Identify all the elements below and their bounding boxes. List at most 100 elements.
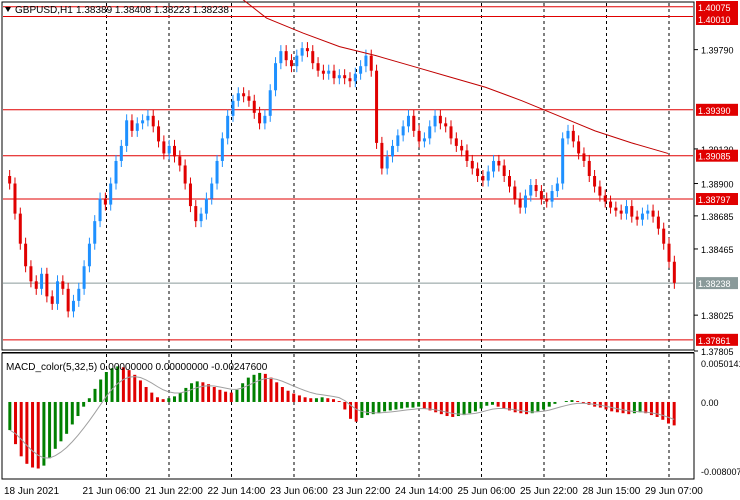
price-tick-label: 1.38685 xyxy=(701,212,734,222)
bear-candle xyxy=(66,288,70,312)
bull-candle xyxy=(98,198,102,222)
bear-candle xyxy=(630,206,634,217)
bull-candle xyxy=(71,300,75,312)
bull-candle xyxy=(146,115,150,121)
bear-candle xyxy=(662,228,666,244)
horizontal-levels xyxy=(3,6,693,341)
bear-candle xyxy=(151,115,155,127)
bull-candle xyxy=(353,73,357,82)
moving-average xyxy=(242,0,669,154)
bull-candle xyxy=(263,115,267,124)
bear-candle xyxy=(348,78,352,82)
bull-candle xyxy=(566,130,570,139)
moving-average-line xyxy=(242,0,669,154)
bear-candle xyxy=(454,138,458,146)
bear-candle xyxy=(247,96,251,101)
bear-candle xyxy=(29,266,33,282)
macd-histogram xyxy=(8,366,676,469)
price-header: GBPUSD,H1 1.38389 1.38408 1.38223 1.3823… xyxy=(5,5,229,16)
ohlc-values: 1.38389 1.38408 1.38223 1.38238 xyxy=(76,5,229,16)
bull-candle xyxy=(406,115,410,127)
bull-candle xyxy=(93,221,97,244)
bear-candle xyxy=(194,206,198,222)
bear-candle xyxy=(534,185,538,192)
level-price-tag xyxy=(696,149,738,162)
bull-candle xyxy=(364,55,368,67)
bull-candle xyxy=(401,126,405,136)
macd-tick-label: 0.0050141 xyxy=(701,359,740,369)
bear-candle xyxy=(598,186,602,196)
bear-candle xyxy=(577,141,581,154)
bull-candle xyxy=(624,206,628,214)
bear-candle xyxy=(157,126,161,142)
bear-candle xyxy=(481,176,485,181)
bear-candle xyxy=(284,51,288,61)
bear-candle xyxy=(587,160,591,176)
bull-candle xyxy=(385,156,389,169)
bull-candle xyxy=(204,198,208,214)
level-price-tag xyxy=(696,1,738,13)
bull-candle xyxy=(141,120,145,124)
bear-candle xyxy=(545,198,549,202)
bear-candle xyxy=(343,75,347,79)
bull-candle xyxy=(337,75,341,79)
bull-candle xyxy=(529,185,533,196)
bear-candle xyxy=(8,176,12,184)
bear-candle xyxy=(502,165,506,176)
bull-candle xyxy=(492,160,496,172)
bull-candle xyxy=(40,273,44,289)
bear-candle xyxy=(656,216,660,229)
bid-price-tag xyxy=(696,277,738,290)
bear-candle xyxy=(497,160,501,166)
level-price-tag xyxy=(696,13,738,25)
bear-candle xyxy=(460,145,464,151)
time-tick-label: 23 Jun 22:00 xyxy=(333,486,391,497)
macd-title: MACD_color(5,32,5) 0.00000000 0.00000000… xyxy=(6,362,268,373)
bull-candle xyxy=(422,138,426,142)
bear-candle xyxy=(635,216,639,220)
bull-candle xyxy=(646,210,650,214)
time-tick-label: 22 Jun 14:00 xyxy=(208,486,266,497)
bear-candle xyxy=(242,93,246,97)
macd-tick-label: -0.0080077 xyxy=(701,467,740,477)
bull-candle xyxy=(300,48,304,56)
level-price-label: 1.40010 xyxy=(698,15,731,25)
bear-candle xyxy=(183,165,187,184)
bull-candle xyxy=(327,70,331,74)
macd-panel-frame xyxy=(1,352,695,480)
bull-candle xyxy=(391,145,395,157)
price-tick-label: 1.39790 xyxy=(701,46,734,56)
bear-candle xyxy=(45,273,49,297)
bear-candle xyxy=(609,201,613,208)
collapse-triangle-icon[interactable] xyxy=(5,7,11,12)
bear-candle xyxy=(332,70,336,79)
bull-candle xyxy=(220,138,224,161)
bear-candle xyxy=(130,120,134,131)
bull-candle xyxy=(109,183,113,205)
bear-candle xyxy=(252,100,256,113)
bull-candle xyxy=(550,191,554,202)
bull-candle xyxy=(555,183,559,192)
bull-candle xyxy=(231,100,235,116)
time-tick-label: 23 Jun 06:00 xyxy=(270,486,328,497)
bull-candle xyxy=(77,288,81,301)
level-price-tag xyxy=(696,333,738,346)
bear-candle xyxy=(465,150,469,161)
level-price-label: 1.38797 xyxy=(698,195,731,205)
time-tick-label: 21 Jun 22:00 xyxy=(145,486,203,497)
bear-candle xyxy=(582,153,586,161)
bull-candle xyxy=(135,123,139,131)
bull-candle xyxy=(226,115,230,139)
bear-candle xyxy=(438,115,442,124)
bull-candle xyxy=(295,55,299,67)
bear-candle xyxy=(61,281,65,289)
bear-candle xyxy=(518,198,522,208)
price-tick-label: 1.38025 xyxy=(701,311,734,321)
bull-candle xyxy=(274,63,278,91)
bear-candle xyxy=(672,261,676,283)
time-tick-label: 25 Jun 22:00 xyxy=(520,486,578,497)
time-tick-label: 28 Jun 15:00 xyxy=(583,486,641,497)
bear-candle xyxy=(380,142,384,169)
bear-candle xyxy=(513,186,517,199)
bull-candle xyxy=(428,126,432,139)
